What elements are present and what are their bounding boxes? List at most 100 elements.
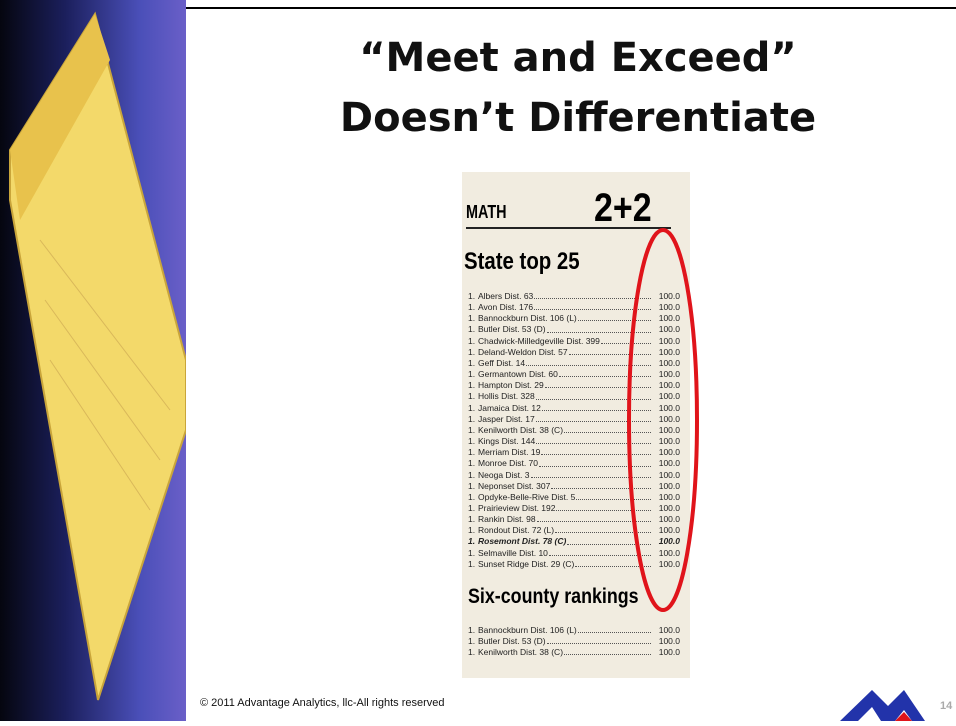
list-row: 1. Prairieview Dist. 192 100.0 (468, 503, 680, 514)
score: 100.0 (658, 324, 680, 335)
list-row: 1. Butler Dist. 53 (D) 100.0 (468, 324, 680, 335)
leader-dots (555, 525, 651, 534)
list-row: 1. Kenilworth Dist. 38 (C) 100.0 (468, 425, 680, 436)
list-row: 1. Jasper Dist. 17 100.0 (468, 414, 680, 425)
headline: 2+2 (594, 186, 652, 230)
district-name: Rosemont Dist. 78 (C) (478, 536, 567, 547)
district-name: Rankin Dist. 98 (478, 514, 536, 525)
list-row: 1. Geff Dist. 14 100.0 (468, 358, 680, 369)
rank: 1. (468, 458, 476, 469)
rank: 1. (468, 536, 476, 547)
side-decoration (0, 0, 187, 721)
district-name: Germantown Dist. 60 (478, 369, 558, 380)
score: 100.0 (658, 424, 680, 435)
district-name: Monroe Dist. 70 (478, 458, 538, 469)
district-name: Avon Dist. 176 (478, 302, 534, 313)
score: 100.0 (658, 447, 680, 458)
rank: 1. (468, 324, 476, 335)
leader-dots (564, 425, 651, 434)
score: 100.0 (658, 491, 680, 502)
rank: 1. (468, 514, 476, 525)
list-row: 1. Germantown Dist. 60 100.0 (468, 369, 680, 380)
leader-dots (577, 313, 651, 322)
district-name: Bannockburn Dist. 106 (L) (478, 625, 577, 635)
logo (840, 690, 925, 721)
leader-dots (536, 436, 651, 445)
district-name: Jamaica Dist. 12 (478, 402, 541, 413)
leader-dots (548, 548, 651, 556)
list-row: 1. Kings Dist. 144 100.0 (468, 436, 680, 447)
district-name: Rondout Dist. 72 (L) (478, 525, 555, 536)
list-row: 1. Rosemont Dist. 78 (C) 100.0 (468, 536, 680, 547)
leader-dots (530, 470, 651, 478)
score: 100.0 (658, 625, 680, 635)
leader-dots (568, 347, 651, 355)
footer: © 2011 Advantage Analytics, llc-All righ… (200, 697, 445, 709)
leader-dots (551, 481, 651, 489)
rank: 1. (468, 436, 476, 447)
section-label: MATH (466, 202, 507, 222)
rank: 1. (468, 413, 476, 424)
score: 100.0 (658, 291, 680, 301)
leader-dots (535, 414, 651, 422)
score: 100.0 (658, 547, 680, 558)
rank: 1. (468, 502, 476, 513)
score: 100.0 (658, 413, 680, 424)
rank: 1. (468, 357, 476, 368)
rank: 1. (468, 647, 476, 658)
state-heading: State top 25 (464, 248, 580, 275)
district-name: Chadwick-Milledgeville Dist. 399 (478, 335, 600, 346)
rank: 1. (468, 335, 476, 346)
list-row: 1. Jamaica Dist. 12 100.0 (468, 403, 680, 414)
top-rule (186, 7, 956, 9)
district-name: Kings Dist. 144 (478, 436, 536, 447)
rank: 1. (468, 469, 476, 480)
score: 100.0 (658, 525, 680, 536)
leader-dots (526, 358, 651, 367)
list-row: 1. Kenilworth Dist. 38 (C) 100.0 (468, 647, 680, 658)
score: 100.0 (658, 536, 680, 547)
rank: 1. (468, 636, 476, 647)
score: 100.0 (658, 313, 680, 324)
leader-dots (575, 559, 651, 567)
leader-dots (539, 458, 651, 467)
newspaper-clipping: MATH 2+2 State top 25 1. Albers Dist. 63 1… (462, 172, 690, 678)
list-row: 1. Rondout Dist. 72 (L) 100.0 (468, 525, 680, 536)
district-name: Sunset Ridge Dist. 29 (C) (478, 558, 575, 569)
leader-dots (535, 391, 651, 400)
leader-dots (534, 291, 651, 300)
district-name: Kenilworth Dist. 38 (C) (478, 647, 564, 658)
list-row: 1. Butler Dist. 53 (D) 100.0 (468, 636, 680, 647)
list-row: 1. Rankin Dist. 98 100.0 (468, 514, 680, 525)
leader-dots (534, 302, 651, 311)
district-name: Butler Dist. 53 (D) (478, 324, 546, 335)
score: 100.0 (658, 458, 680, 469)
score: 100.0 (658, 480, 680, 491)
leader-dots (546, 324, 651, 333)
leader-dots (576, 492, 651, 500)
rank: 1. (468, 525, 476, 536)
list-row: 1. Neoga Dist. 3 100.0 (468, 470, 680, 481)
leader-dots (541, 447, 651, 456)
page-number: 14 (940, 700, 953, 712)
rank: 1. (468, 291, 476, 301)
list-row: 1. Opdyke-Belle-Rive Dist. 5 100.0 (468, 492, 680, 503)
score: 100.0 (658, 469, 680, 480)
district-name: Geff Dist. 14 (478, 357, 526, 368)
score: 100.0 (658, 335, 680, 346)
score: 100.0 (658, 302, 680, 313)
leader-dots (541, 403, 651, 411)
rank: 1. (468, 402, 476, 413)
list-row: 1. Avon Dist. 176 100.0 (468, 302, 680, 313)
leader-dots (536, 514, 651, 523)
notepad-art (9, 11, 187, 701)
leader-dots (546, 636, 651, 645)
score: 100.0 (658, 502, 680, 513)
score: 100.0 (658, 402, 680, 413)
rank: 1. (468, 391, 476, 402)
leader-dots (564, 647, 651, 656)
leader-dots (577, 625, 651, 634)
slide-title: “Meet and Exceed” Doesn’t Differentiate (200, 28, 956, 148)
score: 100.0 (658, 357, 680, 368)
district-name: Jasper Dist. 17 (478, 413, 535, 424)
